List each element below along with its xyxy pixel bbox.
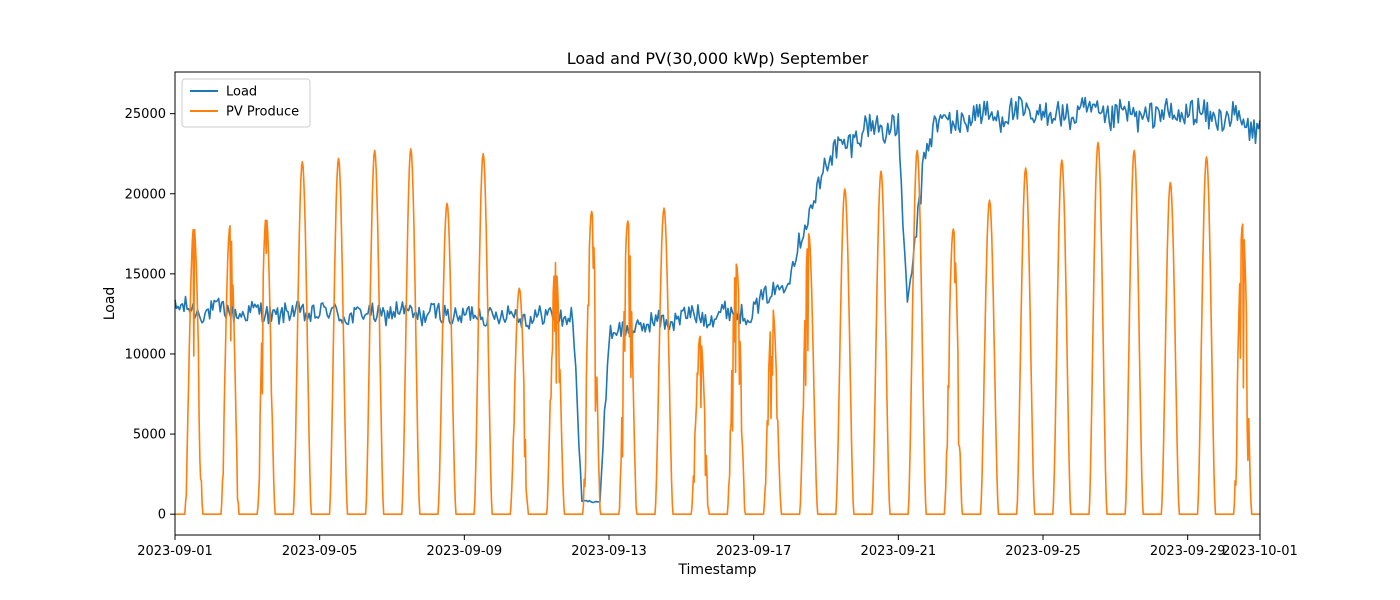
legend: Load PV Produce	[181, 78, 311, 128]
x-tick-label: 2023-10-01	[1222, 544, 1298, 559]
x-tick-label: 2023-09-09	[427, 544, 503, 559]
chart-title: Load and PV(30,000 kWp) September	[567, 49, 869, 68]
x-axis: 2023-09-01 2023-09-05 2023-09-09 2023-09-13…	[137, 535, 1298, 559]
legend-label: PV Produce	[226, 105, 299, 120]
y-tick-label: 0	[158, 508, 166, 523]
series-line-load	[174, 95, 1261, 504]
y-tick-label: 10000	[125, 347, 166, 362]
y-tick-label: 15000	[125, 267, 166, 282]
plot-frame	[174, 71, 1261, 536]
y-tick-label: 5000	[133, 428, 166, 443]
x-axis-label: Timestamp	[677, 562, 756, 578]
x-tick-label: 2023-09-25	[1005, 544, 1081, 559]
legend-label: Load	[226, 85, 257, 100]
y-tick-label: 20000	[125, 187, 166, 202]
x-tick-label: 2023-09-29	[1150, 544, 1226, 559]
series-layer	[174, 95, 1261, 515]
plot-background	[175, 72, 1260, 535]
y-axis: 0 5000 10000 15000 20000 25000	[125, 107, 175, 523]
series-line-pv-produce	[175, 141, 1260, 515]
x-tick-label: 2023-09-21	[861, 544, 937, 559]
x-tick-label: 2023-09-17	[716, 544, 792, 559]
x-tick-label: 2023-09-05	[282, 544, 358, 559]
x-tick-label: 2023-09-01	[137, 544, 213, 559]
y-axis-label: Load	[102, 287, 118, 321]
y-tick-label: 25000	[125, 107, 166, 122]
x-tick-label: 2023-09-13	[571, 544, 647, 559]
